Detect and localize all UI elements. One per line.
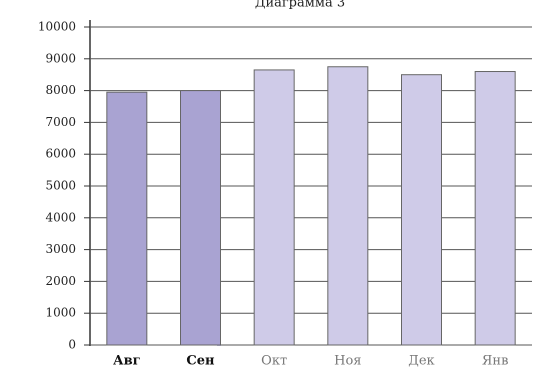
x-tick-label: Янв xyxy=(482,354,508,369)
y-tick-label: 2000 xyxy=(45,274,76,288)
bar xyxy=(474,71,516,346)
x-tick-label: Ноя xyxy=(334,354,361,369)
x-tick-label: Сен xyxy=(186,354,215,369)
y-tick-label: 7000 xyxy=(45,115,76,129)
y-tick-label: 0 xyxy=(68,338,76,352)
x-tick-label: Авг xyxy=(113,354,141,369)
y-tick-label: 3000 xyxy=(45,242,76,256)
y-tick-label: 1000 xyxy=(45,306,76,320)
chart-title: Диаграмма 3 xyxy=(255,0,345,11)
bar xyxy=(401,74,442,346)
y-tick-label: 8000 xyxy=(45,83,76,97)
x-tick-label: Окт xyxy=(261,354,287,369)
bar xyxy=(327,66,369,346)
x-tick-label: Дек xyxy=(408,354,434,369)
y-tick-label: 6000 xyxy=(45,147,76,161)
y-tick-label: 10000 xyxy=(38,20,76,34)
bar xyxy=(106,91,148,346)
y-tick-label: 4000 xyxy=(45,210,76,224)
y-tick-label: 9000 xyxy=(45,51,76,65)
y-tick-label: 5000 xyxy=(45,179,76,193)
bar xyxy=(253,69,295,346)
bar xyxy=(180,90,221,346)
